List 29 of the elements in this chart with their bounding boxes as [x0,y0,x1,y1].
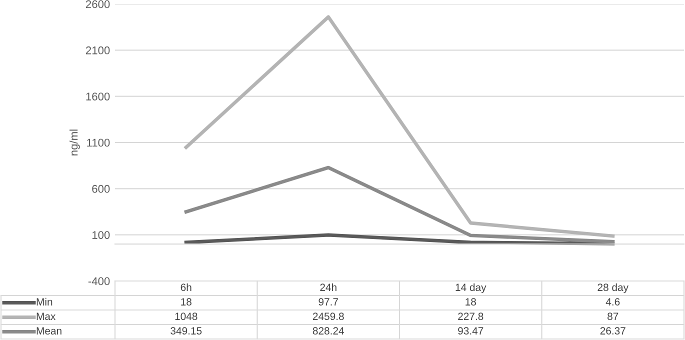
y-axis-title: ng/ml [70,130,80,156]
legend-label: Min [36,298,52,306]
data-label: 18 [181,298,192,306]
line-series [184,15,615,238]
y-tick-label: 1600 [86,92,110,100]
data-label: 93.47 [458,327,484,335]
legend-label: Max [36,312,56,320]
data-label: 97.7 [318,298,338,306]
x-tick-label: 24h [320,283,336,291]
data-label: 1048 [175,312,198,320]
data-label: 26.37 [600,327,626,335]
data-label: 227.8 [458,312,484,320]
legend-label: Mean [36,327,62,335]
y-tick-label: 2100 [86,46,110,54]
data-label: 2459.8 [312,312,344,320]
data-label: 87 [608,312,618,320]
y-tick-label: 2600 [86,0,110,8]
data-label: 4.6 [606,298,620,306]
y-tick-label: 1100 [87,138,110,147]
y-tick-label: 100 [92,231,110,239]
line-series [184,166,615,244]
data-label: 349.15 [170,327,202,335]
data-label: 18 [466,298,476,306]
x-tick-label: 28 day [598,283,628,294]
x-tick-label: 6h [180,283,192,292]
data-label: 828.24 [312,327,344,335]
y-tick-label: 600 [92,184,110,193]
x-tick-label: 14 day [456,283,486,294]
y-tick-label: -400 [88,277,110,286]
